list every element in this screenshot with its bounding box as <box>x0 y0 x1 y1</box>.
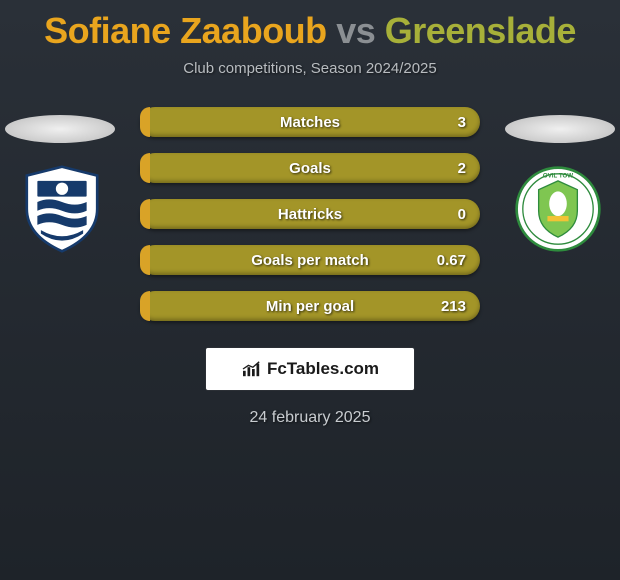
stat-label: Matches <box>280 114 340 131</box>
stat-label: Goals per match <box>251 252 369 269</box>
season-subtitle: Club competitions, Season 2024/2025 <box>0 60 620 77</box>
player1-platform <box>5 115 115 143</box>
stat-label: Hattricks <box>278 206 342 223</box>
stat-fill <box>140 291 150 321</box>
stat-bar-goals-per-match: Goals per match 0.67 <box>140 245 480 275</box>
comparison-title: Sofiane Zaaboub vs Greenslade <box>0 0 620 52</box>
player2-name: Greenslade <box>385 10 576 51</box>
brand-box: FcTables.com <box>205 347 415 391</box>
southend-shield-icon <box>18 165 106 253</box>
yeovil-shield-icon: OVIL TOW <box>514 165 602 253</box>
svg-text:OVIL TOW: OVIL TOW <box>543 172 573 179</box>
date-label: 24 february 2025 <box>0 409 620 427</box>
chart-icon <box>241 360 263 378</box>
stat-value: 0.67 <box>437 252 466 269</box>
club-badge-right: OVIL TOW <box>514 165 602 253</box>
player1-name: Sofiane Zaaboub <box>44 10 327 51</box>
stat-fill <box>140 153 150 183</box>
stat-bar-hattricks: Hattricks 0 <box>140 199 480 229</box>
stat-label: Goals <box>289 160 331 177</box>
stat-bar-min-per-goal: Min per goal 213 <box>140 291 480 321</box>
stat-bar-goals: Goals 2 <box>140 153 480 183</box>
stat-value: 3 <box>458 114 466 131</box>
stat-value: 0 <box>458 206 466 223</box>
club-badge-left <box>18 165 106 253</box>
stats-content: OVIL TOW Matches 3 Goals 2 Hattricks 0 G… <box>0 107 620 427</box>
stat-bar-matches: Matches 3 <box>140 107 480 137</box>
stat-fill <box>140 245 150 275</box>
stat-bars: Matches 3 Goals 2 Hattricks 0 Goals per … <box>140 107 480 321</box>
player2-platform <box>505 115 615 143</box>
stat-fill <box>140 199 150 229</box>
stat-fill <box>140 107 150 137</box>
stat-value: 213 <box>441 298 466 315</box>
vs-label: vs <box>336 10 375 51</box>
stat-label: Min per goal <box>266 298 354 315</box>
brand-text: FcTables.com <box>267 359 379 379</box>
stat-value: 2 <box>458 160 466 177</box>
